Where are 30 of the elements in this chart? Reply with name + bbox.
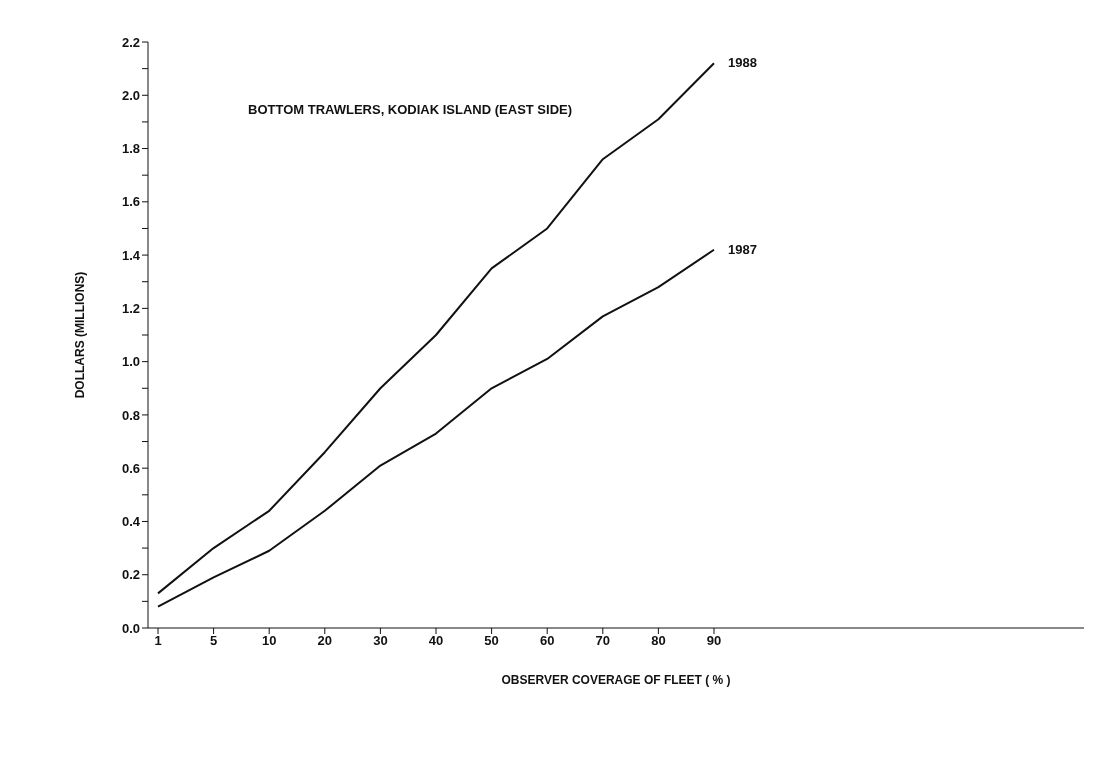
line-series xyxy=(157,62,715,595)
y-tick-label: 1.8 xyxy=(121,141,140,157)
x-tick-label: 5 xyxy=(209,633,218,649)
series-label: 1988 xyxy=(728,55,757,71)
x-tick-label: 40 xyxy=(428,633,444,649)
y-tick-label: 1.4 xyxy=(121,247,141,263)
y-tick-label: 1.0 xyxy=(121,354,140,370)
y-tick-label: 0.4 xyxy=(121,514,141,530)
y-tick-label: 0.8 xyxy=(121,407,140,423)
y-tick-label: 0.6 xyxy=(121,460,140,476)
y-tick-label: 1.6 xyxy=(121,194,140,210)
x-tick-label: 20 xyxy=(317,633,333,649)
y-tick-label: 2.0 xyxy=(121,87,140,103)
x-tick-label: 30 xyxy=(373,633,388,649)
y-tick-label: 2.2 xyxy=(121,34,140,50)
x-tick-label: 50 xyxy=(484,633,499,649)
annotation: BOTTOM TRAWLERS, KODIAK ISLAND (EAST SIDE) xyxy=(248,102,573,117)
x-tick-label: 90 xyxy=(706,633,722,649)
line-series xyxy=(157,248,715,608)
y-tick-label: 0.0 xyxy=(121,620,140,636)
x-axis-title: OBSERVER COVERAGE OF FLEET ( % ) xyxy=(501,673,731,687)
x-tick-label: 1 xyxy=(154,633,162,649)
y-tick-label: 0.2 xyxy=(121,567,140,583)
y-tick-label: 1.2 xyxy=(121,300,140,316)
series-label: 1987 xyxy=(728,241,757,257)
x-tick-label: 70 xyxy=(595,633,611,649)
x-tick-label: 60 xyxy=(539,633,555,649)
y-axis-title: DOLLARS (MILLIONS) xyxy=(73,271,88,399)
x-tick-label: 10 xyxy=(261,633,277,649)
x-tick-label: 80 xyxy=(651,633,666,649)
